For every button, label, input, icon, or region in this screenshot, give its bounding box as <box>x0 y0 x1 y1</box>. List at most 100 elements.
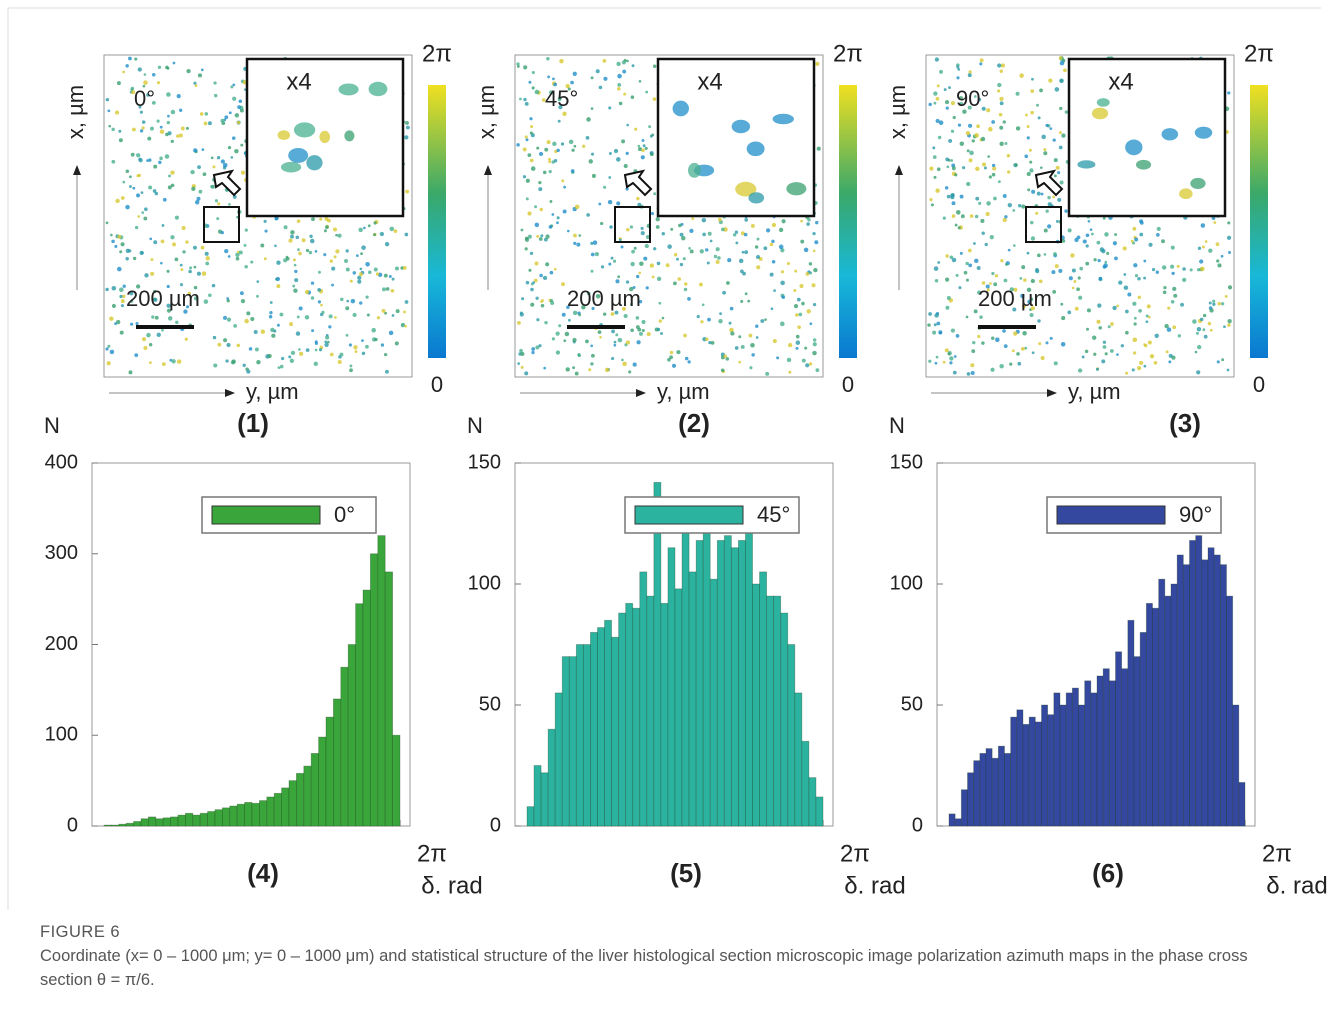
speckle <box>130 323 133 326</box>
x-tick-label: 2π <box>840 840 870 867</box>
speckle <box>598 330 602 334</box>
speckle <box>1104 232 1109 237</box>
x-axis-label: δ. rad <box>844 872 905 899</box>
speckle <box>244 244 247 247</box>
speckle <box>228 203 231 206</box>
speckle <box>804 347 807 350</box>
speckle <box>1078 296 1082 300</box>
speckle <box>571 169 575 173</box>
speckle <box>137 215 140 218</box>
speckle <box>528 235 532 239</box>
speckle <box>525 247 528 250</box>
speckle <box>688 247 691 250</box>
legend-swatch <box>635 506 743 524</box>
speckle <box>556 350 560 354</box>
bar <box>760 572 767 826</box>
speckle <box>134 57 137 60</box>
speckle <box>1227 221 1230 224</box>
bar <box>1035 722 1041 826</box>
speckle <box>956 76 959 79</box>
bar <box>703 524 710 827</box>
speckle <box>582 145 585 148</box>
speckle <box>630 329 634 333</box>
speckle <box>656 225 660 229</box>
speckle <box>807 218 810 221</box>
speckle <box>373 233 376 236</box>
speckle <box>241 171 245 175</box>
bar <box>738 540 745 826</box>
speckle <box>626 124 629 127</box>
speckle <box>125 257 128 260</box>
speckle <box>608 176 611 179</box>
speckle <box>1134 317 1137 320</box>
speckle <box>643 144 646 147</box>
speckle <box>157 81 160 84</box>
speckle <box>294 278 298 282</box>
speckle <box>1003 194 1007 198</box>
speckle <box>1062 239 1066 243</box>
speckle <box>1056 220 1059 223</box>
speckle <box>796 335 800 339</box>
speckle <box>813 303 816 306</box>
speckle <box>150 127 154 131</box>
speckle <box>128 249 131 252</box>
speckle <box>979 62 982 65</box>
speckle <box>1147 304 1151 308</box>
y-tick-label: 100 <box>45 724 78 746</box>
speckle <box>1055 87 1060 92</box>
speckle <box>118 130 121 133</box>
speckle <box>1146 315 1149 318</box>
speckle <box>575 372 579 376</box>
speckle <box>563 339 566 342</box>
speckle <box>721 369 725 373</box>
speckle <box>243 364 246 367</box>
speckle <box>527 153 531 157</box>
bar <box>569 657 576 826</box>
speckle <box>1086 244 1089 247</box>
speckle <box>160 262 163 265</box>
speckle <box>148 185 152 189</box>
speckle <box>641 149 645 153</box>
speckle <box>815 368 819 372</box>
speckle <box>521 229 524 232</box>
bar <box>1183 565 1189 826</box>
speckle <box>1096 320 1100 324</box>
speckle <box>980 219 984 223</box>
speckle <box>653 64 657 68</box>
speckle <box>1058 269 1062 273</box>
bar <box>134 821 141 826</box>
speckle <box>721 228 725 232</box>
speckle <box>540 234 543 237</box>
speckle <box>167 270 170 273</box>
speckle <box>517 321 521 325</box>
speckle <box>813 342 817 346</box>
colorbar <box>428 85 446 358</box>
speckle <box>1025 114 1028 117</box>
speckle <box>531 283 534 286</box>
speckle <box>311 329 314 332</box>
speckle <box>521 297 524 300</box>
speckle <box>1073 280 1076 283</box>
bar <box>590 632 597 826</box>
speckle <box>565 367 569 371</box>
bar <box>1128 620 1134 826</box>
speckle <box>628 370 631 373</box>
speckle <box>315 250 318 253</box>
speckle <box>144 73 147 76</box>
speckle <box>946 165 949 168</box>
speckle <box>149 361 152 364</box>
speckle <box>958 123 961 126</box>
speckle <box>684 282 687 285</box>
speckle <box>1137 277 1140 280</box>
speckle <box>1000 259 1003 262</box>
speckle <box>645 244 649 248</box>
speckle <box>153 165 157 169</box>
speckle <box>968 73 972 77</box>
speckle <box>652 276 655 279</box>
speckle <box>558 324 561 327</box>
speckle <box>717 256 721 260</box>
speckle <box>349 364 352 367</box>
speckle <box>1038 342 1041 345</box>
speckle <box>404 135 408 139</box>
speckle <box>140 111 143 114</box>
